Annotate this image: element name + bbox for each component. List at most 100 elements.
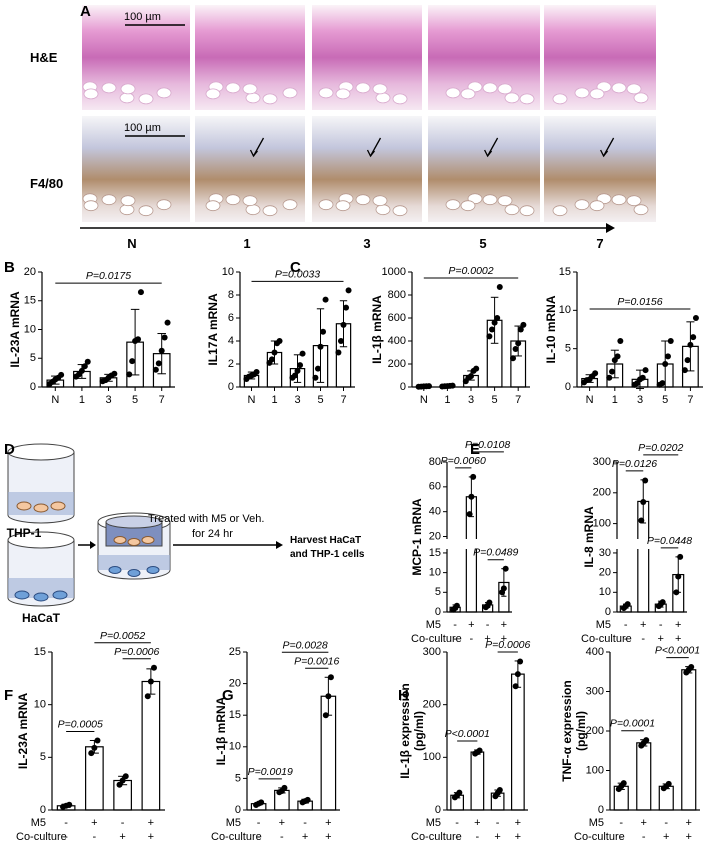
data-point bbox=[517, 658, 524, 665]
bar bbox=[470, 751, 485, 811]
y-tick-label: 100 bbox=[423, 751, 441, 763]
y-tick-label: 300 bbox=[586, 685, 604, 697]
data-point bbox=[486, 599, 493, 606]
bar bbox=[85, 746, 104, 811]
data-point bbox=[486, 333, 493, 340]
condition-sign: - bbox=[624, 633, 628, 645]
data-point bbox=[453, 602, 460, 609]
fat-cell bbox=[318, 87, 334, 99]
fat-cell bbox=[138, 93, 154, 105]
panel-label: A bbox=[80, 3, 91, 20]
p-value: P=0.0052 bbox=[100, 630, 145, 642]
condition-sign: - bbox=[64, 831, 68, 843]
p-value: P=0.0126 bbox=[612, 458, 657, 470]
x-tick-label: 3 bbox=[468, 394, 474, 406]
y-tick-label: 15 bbox=[429, 547, 441, 559]
y-tick-label: 300 bbox=[423, 646, 441, 658]
y-tick-label: 600 bbox=[388, 312, 406, 324]
data-point bbox=[638, 517, 645, 524]
fat-cell bbox=[120, 83, 136, 95]
y-axis-label: IL-23A mRNA bbox=[16, 693, 30, 770]
y-tick-label: 0 bbox=[228, 381, 234, 393]
data-point bbox=[58, 371, 65, 378]
p-value: P<0.0001 bbox=[445, 728, 490, 740]
significance-bracket: P=0.0052 bbox=[94, 630, 151, 644]
significance-bracket: P=0.0016 bbox=[294, 655, 340, 669]
data-point bbox=[592, 370, 599, 377]
data-point bbox=[677, 553, 684, 560]
timepoint-label: 1 bbox=[243, 236, 250, 251]
fat-cell bbox=[482, 82, 498, 94]
y-tick-label: 5 bbox=[235, 772, 241, 784]
condition-label: M5 bbox=[426, 619, 441, 631]
condition-label: Co-culture bbox=[16, 831, 67, 843]
condition-sign: - bbox=[642, 831, 646, 843]
y-tick-label: 0 bbox=[605, 606, 611, 618]
y-tick-label: 4 bbox=[228, 335, 234, 347]
timepoint-label: N bbox=[127, 236, 136, 251]
data-point bbox=[520, 321, 527, 328]
data-point bbox=[659, 380, 666, 387]
data-point bbox=[425, 383, 432, 390]
panel-label: D bbox=[4, 441, 15, 458]
scale-bar-label: 100 µm bbox=[124, 122, 161, 134]
pointer-arrowhead bbox=[484, 149, 493, 158]
fat-cell bbox=[519, 205, 535, 217]
fat-cell bbox=[372, 195, 388, 207]
x-tick-label: 7 bbox=[159, 394, 165, 406]
significance-bracket: P=0.0002 bbox=[423, 265, 519, 279]
fat-cell bbox=[156, 199, 172, 211]
fat-cell bbox=[242, 83, 258, 95]
y-tick-label: 0 bbox=[565, 381, 571, 393]
y-tick-label: 15 bbox=[229, 709, 241, 721]
data-point bbox=[643, 737, 650, 744]
p-value: P<0.0001 bbox=[655, 645, 700, 657]
data-point bbox=[66, 801, 73, 808]
condition-sign: + bbox=[91, 817, 97, 829]
fat-cell bbox=[460, 200, 476, 212]
fat-cell bbox=[375, 92, 391, 104]
condition-sign: - bbox=[476, 831, 480, 843]
condition-sign: + bbox=[484, 633, 490, 645]
significance-bracket: P<0.0001 bbox=[655, 645, 700, 659]
y-tick-label: 30 bbox=[599, 547, 611, 559]
pointer-arrowhead bbox=[600, 149, 609, 158]
condition-sign: - bbox=[455, 831, 459, 843]
significance-bracket: P=0.0033 bbox=[251, 268, 344, 282]
condition-label: M5 bbox=[589, 817, 604, 829]
fat-cell bbox=[626, 195, 642, 207]
fat-cell bbox=[119, 204, 135, 216]
data-point bbox=[662, 361, 669, 367]
condition-sign: - bbox=[641, 633, 645, 645]
condition-sign: + bbox=[515, 817, 521, 829]
condition-label: M5 bbox=[596, 619, 611, 631]
fat-cell bbox=[262, 205, 278, 217]
fat-cell bbox=[120, 195, 136, 207]
y-tick-label: 10 bbox=[229, 741, 241, 753]
y-tick-label: 100 bbox=[586, 764, 604, 776]
data-point bbox=[681, 367, 688, 374]
y-tick-label: 1000 bbox=[382, 266, 406, 278]
data-point bbox=[470, 473, 477, 480]
data-point bbox=[253, 369, 260, 376]
y-tick-label: 20 bbox=[229, 678, 241, 690]
y-tick-label: 0 bbox=[30, 381, 36, 393]
panel-label: E bbox=[470, 441, 480, 458]
time-axis-head bbox=[606, 223, 615, 233]
data-point bbox=[345, 287, 352, 294]
p-value: P=0.0156 bbox=[617, 296, 662, 308]
y-axis-label: IL-23A mRNA bbox=[8, 291, 22, 368]
data-point bbox=[78, 367, 85, 374]
significance-bracket: P=0.0448 bbox=[647, 535, 692, 549]
p-value: P=0.0019 bbox=[248, 766, 293, 778]
data-point bbox=[158, 347, 165, 354]
data-point bbox=[673, 589, 680, 596]
fat-cell bbox=[574, 199, 590, 211]
data-point bbox=[320, 328, 327, 335]
p-value: P=0.0448 bbox=[647, 535, 692, 547]
condition-sign: - bbox=[486, 619, 490, 631]
y-axis-label: (pg/ml) bbox=[574, 711, 588, 751]
x-tick-label: 5 bbox=[132, 394, 138, 406]
significance-bracket: P=0.0126 bbox=[612, 458, 657, 472]
y-tick-label: 15 bbox=[24, 295, 36, 307]
